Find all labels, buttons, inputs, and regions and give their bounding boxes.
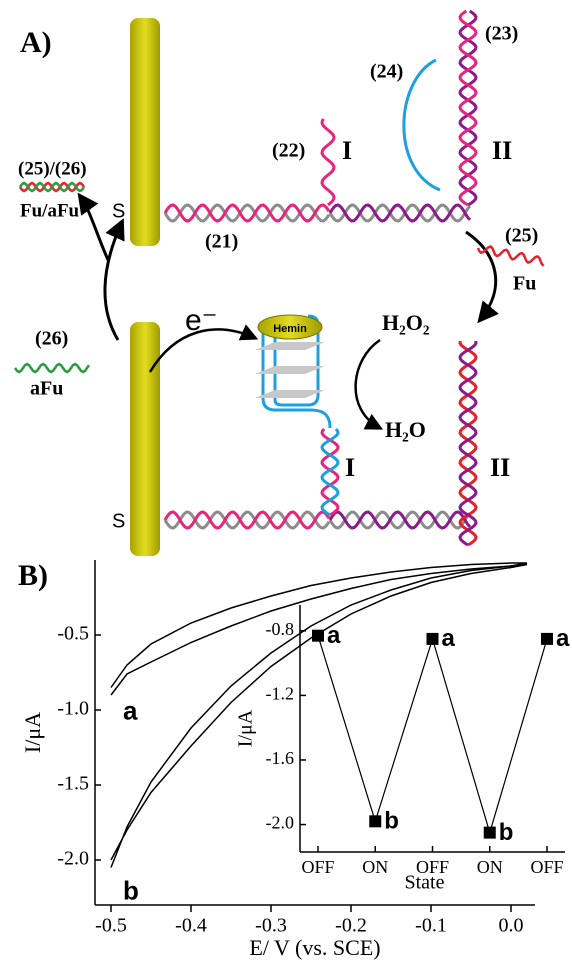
g-quartet	[255, 342, 325, 350]
marker	[427, 633, 439, 645]
y-tick-label: -2.0	[266, 813, 295, 833]
segment-label: I	[342, 136, 352, 165]
y-tick-label: -1.2	[266, 684, 295, 704]
strand-label: (24)	[370, 61, 403, 83]
arrow	[105, 222, 122, 340]
electrode	[130, 18, 160, 246]
x-tick-label: OFF	[301, 857, 334, 877]
panel-a: A) (23) (24) (22) I II S (21) (25)/(26) …	[15, 11, 544, 556]
y-tick-label: -0.8	[266, 619, 295, 639]
x-tick-label: -0.5	[95, 915, 127, 937]
y-axis-title: I/μA	[235, 709, 257, 747]
y-tick-label: -1.6	[266, 748, 295, 768]
x-tick-label: -0.1	[415, 915, 447, 937]
panel-label: A)	[20, 26, 52, 59]
marker	[312, 630, 324, 642]
y-tick-label: -2.0	[57, 848, 89, 870]
sulfur-label: S	[112, 200, 125, 222]
x-tick-label: ON	[362, 857, 388, 877]
x-tick-label: ON	[477, 857, 503, 877]
hemin-label: Hemin	[273, 323, 307, 335]
series-label: b	[123, 875, 139, 905]
cv-curve	[111, 563, 527, 695]
strand-label: Fu/aFu	[20, 200, 80, 221]
strand-label: (22)	[272, 140, 305, 162]
g-quartet	[255, 366, 325, 374]
state-line	[318, 636, 547, 833]
electron-label: e⁻	[185, 304, 218, 337]
strand-label: (21)	[205, 231, 238, 253]
y-tick-label: -0.5	[57, 623, 89, 645]
arrow	[356, 340, 380, 428]
strand-label: aFu	[30, 378, 63, 400]
point-label: a	[442, 625, 456, 652]
x-tick-label: -0.2	[335, 915, 367, 937]
dna-strand	[322, 119, 334, 205]
marker	[541, 633, 553, 645]
y-axis-title: I/μA	[20, 712, 45, 753]
figure: A) (23) (24) (22) I II S (21) (25)/(26) …	[0, 0, 572, 962]
x-axis-title: E/ V (vs. SCE)	[249, 935, 380, 960]
x-axis-title: State	[405, 872, 445, 894]
arrow	[466, 232, 496, 320]
segment-label: II	[492, 136, 512, 165]
x-tick-label: -0.3	[255, 915, 287, 937]
point-label: a	[327, 622, 341, 649]
strand-label: (25)/(26)	[18, 158, 87, 179]
species-label: H₂O	[385, 417, 426, 442]
x-tick-label: OFF	[530, 857, 563, 877]
panel-label: B)	[18, 559, 48, 592]
arrow	[80, 196, 108, 260]
point-label: a	[556, 625, 570, 652]
point-label: b	[499, 819, 514, 846]
strand-label: (26)	[35, 328, 68, 350]
y-tick-label: -1.5	[57, 773, 89, 795]
cv-curve	[111, 565, 527, 868]
segment-label: I	[345, 453, 355, 482]
segment-label: II	[490, 453, 510, 482]
point-label: b	[384, 808, 399, 835]
g-quartet	[255, 390, 325, 398]
electrode	[130, 322, 160, 556]
dna-strand	[15, 364, 89, 372]
x-tick-label: -0.4	[175, 915, 207, 937]
strand-label: (23)	[485, 23, 518, 45]
strand-label: Fu	[513, 273, 536, 295]
strand-label: (25)	[505, 225, 538, 247]
strand-24	[404, 60, 440, 190]
x-tick-label: 0.0	[499, 915, 524, 937]
y-tick-label: -1.0	[57, 698, 89, 720]
series-label: a	[123, 695, 138, 725]
dna-strand	[460, 11, 476, 205]
marker	[484, 827, 496, 839]
sulfur-label: S	[112, 510, 125, 532]
species-label: H₂O₂	[382, 310, 430, 335]
marker	[369, 815, 381, 827]
